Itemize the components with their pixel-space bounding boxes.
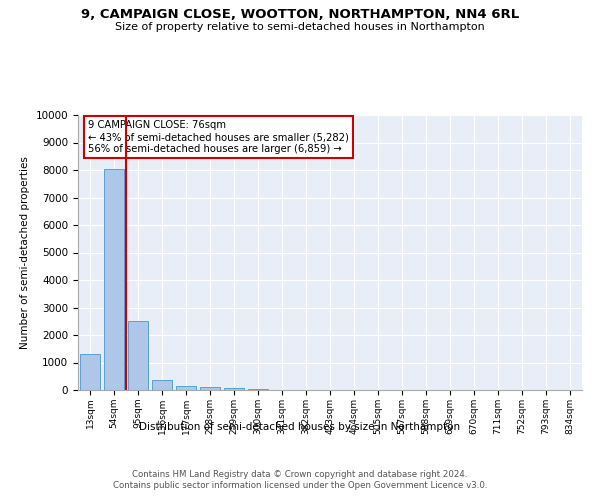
Bar	[104, 168, 124, 390]
Bar	[176, 386, 196, 390]
Text: Size of property relative to semi-detached houses in Northampton: Size of property relative to semi-detach…	[115, 22, 485, 32]
Bar	[200, 388, 220, 390]
Text: 9, CAMPAIGN CLOSE, WOOTTON, NORTHAMPTON, NN4 6RL: 9, CAMPAIGN CLOSE, WOOTTON, NORTHAMPTON,…	[81, 8, 519, 20]
Y-axis label: Number of semi-detached properties: Number of semi-detached properties	[20, 156, 30, 349]
Bar	[80, 354, 100, 390]
Bar	[152, 380, 172, 390]
Text: 9 CAMPAIGN CLOSE: 76sqm
← 43% of semi-detached houses are smaller (5,282)
56% of: 9 CAMPAIGN CLOSE: 76sqm ← 43% of semi-de…	[88, 120, 349, 154]
Bar	[128, 320, 148, 390]
Bar	[248, 389, 268, 390]
Text: Distribution of semi-detached houses by size in Northampton: Distribution of semi-detached houses by …	[139, 422, 461, 432]
Bar	[224, 388, 244, 390]
Text: Contains HM Land Registry data © Crown copyright and database right 2024.: Contains HM Land Registry data © Crown c…	[132, 470, 468, 479]
Text: Contains public sector information licensed under the Open Government Licence v3: Contains public sector information licen…	[113, 481, 487, 490]
